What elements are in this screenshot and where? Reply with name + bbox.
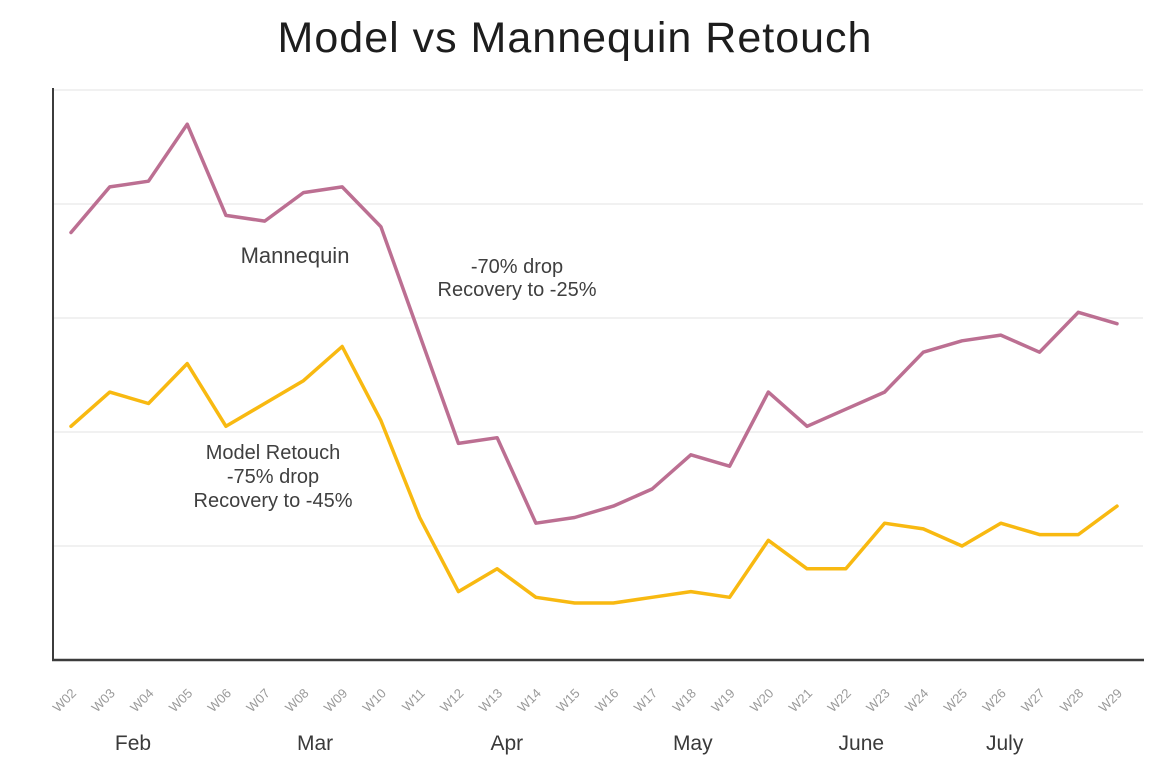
month-label: Apr [490, 732, 523, 755]
month-label: Feb [115, 732, 151, 755]
annotation-line: Recovery to -25% [437, 279, 597, 301]
week-tick-label: W07 [243, 686, 273, 716]
annotation-line: Recovery to -45% [193, 490, 353, 512]
week-tick-label: W25 [941, 686, 971, 716]
month-labels: Feb Mar Apr May June July [115, 732, 1024, 755]
week-tick-label: W17 [631, 686, 661, 716]
mannequin-series-line [69, 122, 1119, 525]
week-tick-label: W08 [282, 686, 312, 716]
week-tick-label: W24 [902, 686, 932, 716]
week-tick-label: W13 [476, 686, 506, 716]
week-tick-label: W16 [592, 686, 622, 716]
month-label: June [839, 732, 885, 755]
week-tick-label: W22 [824, 686, 854, 716]
week-tick-label: W09 [321, 686, 351, 716]
week-tick-label: W28 [1057, 686, 1087, 716]
week-tick-label: W02 [50, 686, 80, 716]
week-tick-label: W12 [437, 686, 467, 716]
mannequin-series-label-text: Mannequin [240, 243, 350, 268]
model-retouch-series-line [69, 344, 1119, 605]
month-label: May [673, 732, 713, 755]
week-tick-label: W18 [669, 686, 699, 716]
week-tick-label: W27 [1018, 686, 1048, 716]
week-tick-label: W19 [708, 686, 738, 716]
week-tick-label: W29 [1096, 686, 1126, 716]
week-tick-label: W03 [88, 686, 118, 716]
week-tick-label: W15 [553, 686, 583, 716]
week-tick-labels: W02 W03 W04 W05 W06 W07 W08 W09 W10 W11 W12 W13 W14 W… [50, 686, 1126, 716]
month-label: Mar [297, 732, 333, 755]
week-tick-label: W11 [399, 686, 428, 715]
model-retouch-annotation: Model Retouch -75% drop Recovery to -45% [158, 441, 388, 513]
mannequin-drop-annotation: -70% drop Recovery to -25% [403, 256, 631, 302]
week-tick-label: W23 [863, 686, 893, 716]
week-tick-label: W26 [979, 686, 1009, 716]
week-tick-label: W06 [205, 686, 235, 716]
week-tick-label: W05 [166, 686, 196, 716]
annotation-line: Model Retouch [205, 442, 341, 464]
week-tick-label: W21 [786, 686, 816, 716]
annotation-line: -70% drop [470, 256, 564, 278]
month-label: July [986, 732, 1024, 755]
week-tick-label: W14 [514, 686, 544, 716]
week-tick-label: W20 [747, 686, 777, 716]
chart-title: Model vs Mannequin Retouch [277, 14, 873, 62]
week-tick-label: W10 [360, 686, 390, 716]
annotation-line: -75% drop [226, 466, 320, 488]
week-tick-label: W04 [127, 686, 157, 716]
mannequin-series-label: Mannequin [200, 244, 390, 267]
